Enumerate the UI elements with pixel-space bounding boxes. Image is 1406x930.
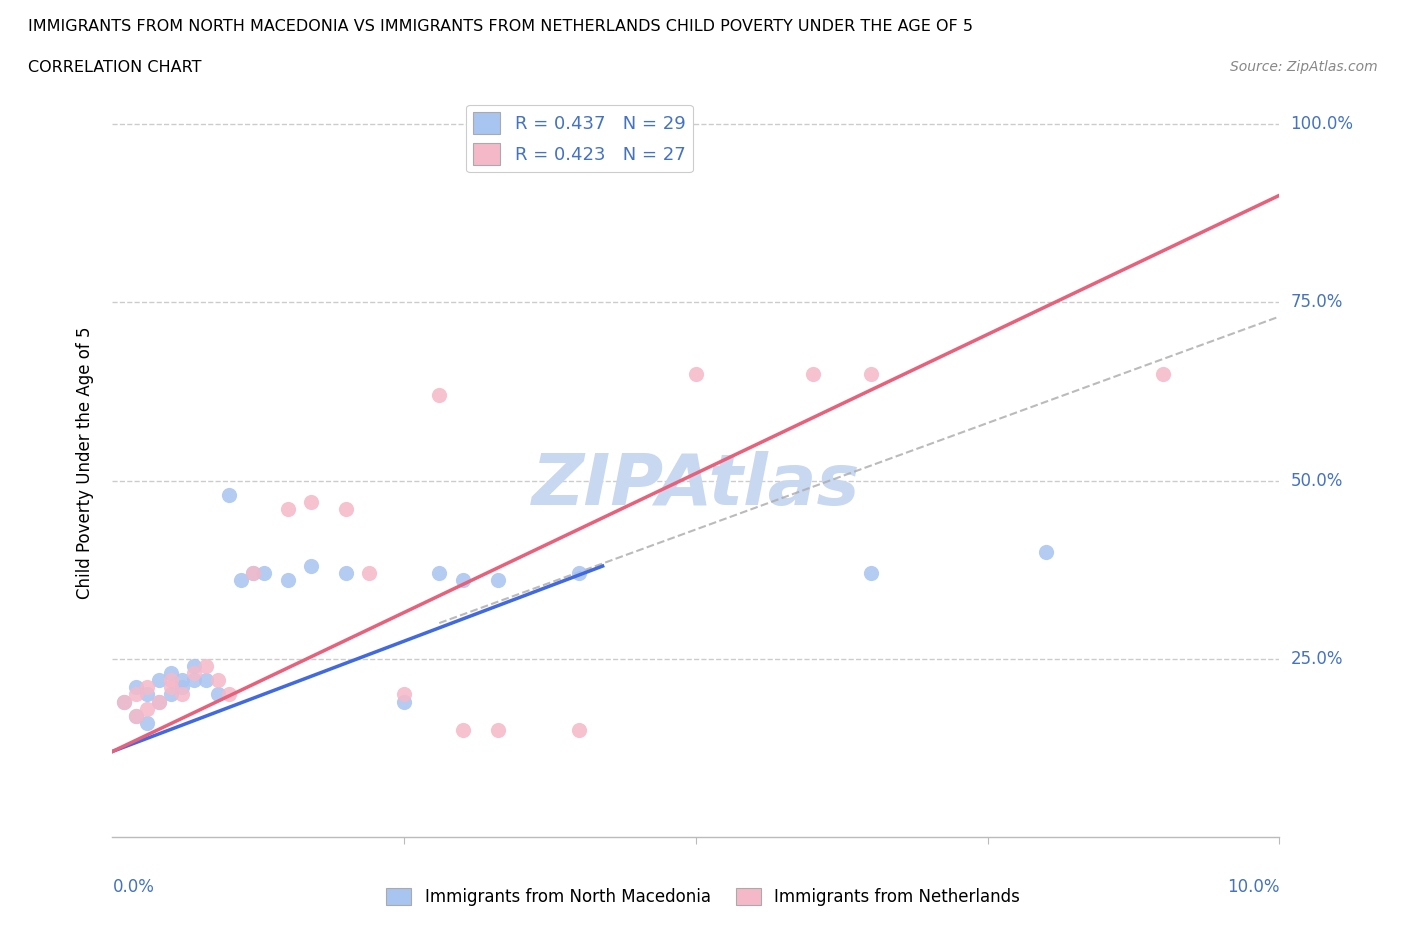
Point — [125, 709, 148, 724]
Point — [183, 672, 205, 687]
Y-axis label: Child Poverty Under the Age of 5: Child Poverty Under the Age of 5 — [76, 326, 94, 599]
Point — [276, 573, 298, 588]
Point — [160, 666, 183, 681]
Point — [172, 687, 194, 702]
Point — [148, 694, 170, 709]
Point — [148, 672, 170, 687]
Point — [860, 565, 883, 580]
Point — [160, 680, 183, 695]
Point — [568, 565, 591, 580]
Point — [160, 687, 183, 702]
Point — [451, 573, 474, 588]
Point — [299, 559, 322, 574]
Point — [160, 672, 183, 687]
Text: 25.0%: 25.0% — [1291, 650, 1343, 668]
Point — [394, 694, 416, 709]
Point — [148, 694, 170, 709]
Text: 0.0%: 0.0% — [112, 878, 155, 897]
Text: CORRELATION CHART: CORRELATION CHART — [28, 60, 201, 75]
Text: IMMIGRANTS FROM NORTH MACEDONIA VS IMMIGRANTS FROM NETHERLANDS CHILD POVERTY UND: IMMIGRANTS FROM NORTH MACEDONIA VS IMMIG… — [28, 19, 973, 33]
Text: Source: ZipAtlas.com: Source: ZipAtlas.com — [1230, 60, 1378, 74]
Point — [685, 366, 707, 381]
Point — [125, 709, 148, 724]
Point — [229, 573, 252, 588]
Point — [136, 680, 159, 695]
Text: 100.0%: 100.0% — [1291, 115, 1354, 133]
Point — [276, 501, 298, 516]
Point — [136, 687, 159, 702]
Text: 50.0%: 50.0% — [1291, 472, 1343, 489]
Point — [394, 687, 416, 702]
Point — [242, 565, 264, 580]
Point — [194, 672, 217, 687]
Legend: R = 0.437   N = 29, R = 0.423   N = 27: R = 0.437 N = 29, R = 0.423 N = 27 — [465, 105, 693, 172]
Point — [486, 723, 509, 737]
Point — [136, 701, 159, 716]
Point — [335, 565, 357, 580]
Point — [218, 487, 240, 502]
Point — [427, 388, 450, 403]
Point — [125, 680, 148, 695]
Point — [136, 715, 159, 730]
Point — [194, 658, 217, 673]
Point — [427, 565, 450, 580]
Text: 10.0%: 10.0% — [1227, 878, 1279, 897]
Point — [359, 565, 381, 580]
Point — [299, 495, 322, 510]
Point — [451, 723, 474, 737]
Point — [1152, 366, 1174, 381]
Point — [568, 723, 591, 737]
Point — [183, 658, 205, 673]
Point — [207, 687, 229, 702]
Point — [112, 694, 135, 709]
Legend: Immigrants from North Macedonia, Immigrants from Netherlands: Immigrants from North Macedonia, Immigra… — [380, 881, 1026, 912]
Point — [242, 565, 264, 580]
Point — [172, 672, 194, 687]
Point — [112, 694, 135, 709]
Point — [1035, 544, 1057, 559]
Point — [253, 565, 276, 580]
Point — [183, 666, 205, 681]
Point — [218, 687, 240, 702]
Point — [172, 680, 194, 695]
Point — [125, 687, 148, 702]
Point — [860, 366, 883, 381]
Text: 75.0%: 75.0% — [1291, 293, 1343, 312]
Point — [801, 366, 824, 381]
Point — [207, 672, 229, 687]
Point — [335, 501, 357, 516]
Text: ZIPAtlas: ZIPAtlas — [531, 451, 860, 520]
Point — [486, 573, 509, 588]
